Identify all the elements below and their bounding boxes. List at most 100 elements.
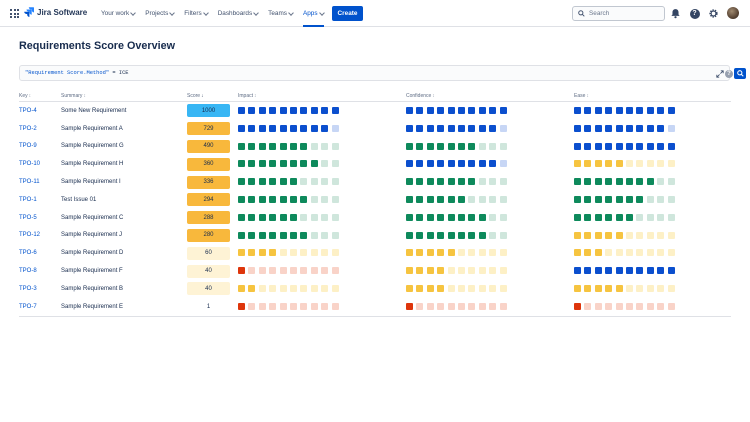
rating-square-filled — [258, 231, 266, 239]
issue-key-link[interactable]: TPO-4 — [19, 107, 37, 114]
issue-key-link[interactable]: TPO-3 — [19, 285, 37, 292]
confidence-rating — [406, 302, 510, 310]
table-row[interactable]: TPO-11 Sample Requirement I 336 — [19, 173, 731, 191]
rating-square-filled — [426, 160, 434, 168]
rating-square-filled — [289, 231, 297, 239]
table-row[interactable]: TPO-2 Sample Requirement A 729 — [19, 120, 731, 138]
rating-square-filled — [426, 284, 434, 292]
score-badge: 729 — [187, 122, 230, 136]
rating-square-filled — [406, 249, 413, 257]
nav-menu-item[interactable]: Apps — [302, 0, 325, 27]
rating-square-filled — [457, 124, 465, 132]
nav-menu-item[interactable]: Teams — [268, 0, 294, 27]
column-header-key[interactable]: Key↕ — [19, 93, 32, 99]
rating-square-filled — [605, 267, 613, 275]
rating-square-filled — [258, 249, 266, 257]
nav-menu-item[interactable]: Your work — [101, 0, 137, 27]
column-header-ease[interactable]: Ease↕ — [574, 93, 589, 99]
ease-rating — [574, 302, 678, 310]
rating-square-empty — [489, 284, 497, 292]
column-header-impact[interactable]: Impact↕ — [238, 93, 257, 99]
nav-menu-item[interactable]: Dashboards — [218, 0, 259, 27]
issue-key-link[interactable]: TPO-6 — [19, 250, 37, 257]
issue-summary[interactable]: Sample Requirement A — [61, 125, 123, 132]
issue-summary[interactable]: Sample Requirement B — [61, 285, 124, 292]
issue-summary[interactable]: Test Issue 01 — [61, 196, 97, 203]
rating-square-filled — [594, 142, 602, 150]
table-row[interactable]: TPO-12 Sample Requirement J 280 — [19, 227, 731, 245]
column-header-score[interactable]: Score↓ — [187, 93, 204, 99]
issue-summary[interactable]: Sample Requirement E — [61, 303, 124, 310]
rating-square-filled — [584, 195, 592, 203]
issue-key-link[interactable]: TPO-11 — [19, 179, 40, 186]
table-row[interactable]: TPO-3 Sample Requirement B 40 — [19, 280, 731, 298]
issue-key-link[interactable]: TPO-1 — [19, 196, 37, 203]
issue-key-link[interactable]: TPO-10 — [19, 161, 41, 168]
column-header-confidence[interactable]: Confidence↕ — [406, 93, 435, 99]
issue-summary[interactable]: Sample Requirement I — [61, 179, 121, 186]
search-input[interactable]: Search — [572, 6, 665, 21]
help-icon[interactable]: ? — [688, 7, 701, 20]
apps-grid-icon[interactable] — [10, 9, 19, 18]
expand-icon[interactable] — [716, 70, 724, 78]
issue-summary[interactable]: Sample Requirement H — [61, 161, 124, 168]
rating-square-empty — [321, 267, 329, 275]
issue-summary[interactable]: Some New Requirement — [61, 107, 127, 114]
rating-square-filled — [657, 142, 665, 150]
create-button[interactable]: Create — [332, 6, 363, 21]
rating-square-filled — [615, 284, 623, 292]
impact-rating — [238, 302, 342, 310]
nav-menu-label: Apps — [302, 10, 318, 17]
rating-square-empty — [331, 195, 339, 203]
issue-key-link[interactable]: TPO-7 — [19, 303, 37, 310]
issue-key-link[interactable]: TPO-5 — [19, 214, 37, 221]
rating-square-filled — [248, 213, 256, 221]
issue-summary[interactable]: Sample Requirement G — [61, 143, 124, 150]
avatar[interactable] — [727, 7, 739, 19]
rating-square-empty — [636, 284, 644, 292]
rating-square-filled — [258, 178, 266, 186]
ease-rating — [574, 249, 678, 257]
run-query-button[interactable] — [734, 68, 746, 79]
table-row[interactable]: TPO-5 Sample Requirement C 288 — [19, 209, 731, 227]
issue-summary[interactable]: Sample Requirement F — [61, 268, 123, 275]
issue-key-link[interactable]: TPO-9 — [19, 143, 37, 150]
column-header-summary[interactable]: Summary↕ — [61, 93, 86, 99]
rating-square-filled — [289, 107, 297, 114]
ease-rating — [574, 107, 678, 114]
table-row[interactable]: TPO-8 Sample Requirement F 40 — [19, 262, 731, 280]
issue-summary[interactable]: Sample Requirement C — [61, 214, 124, 221]
rating-square-filled — [625, 178, 633, 186]
rating-square-filled — [457, 160, 465, 168]
issue-key-link[interactable]: TPO-12 — [19, 232, 41, 239]
table-row[interactable]: TPO-10 Sample Requirement H 360 — [19, 155, 731, 173]
jira-logo[interactable]: Jira Software — [24, 7, 87, 17]
query-help-icon[interactable]: ? — [725, 70, 733, 78]
rating-square-filled — [468, 124, 476, 132]
table-row[interactable]: TPO-4 Some New Requirement 1000 — [19, 102, 731, 120]
rating-square-empty — [646, 195, 654, 203]
nav-menu-item[interactable]: Projects — [145, 0, 176, 27]
issue-summary[interactable]: Sample Requirement D — [61, 250, 124, 257]
table-row[interactable]: TPO-6 Sample Requirement D 60 — [19, 244, 731, 262]
issue-key-link[interactable]: TPO-2 — [19, 125, 37, 132]
rating-square-filled — [238, 213, 245, 221]
notifications-icon[interactable] — [669, 7, 682, 20]
rating-square-filled — [406, 195, 413, 203]
rating-square-filled — [447, 249, 455, 257]
rating-square-empty — [489, 195, 497, 203]
issue-key-link[interactable]: TPO-8 — [19, 268, 37, 275]
rating-square-empty — [321, 195, 329, 203]
settings-icon[interactable] — [707, 7, 720, 20]
jql-query-input[interactable]: "Requirement Score.Method" = ICE ? — [19, 65, 746, 81]
rating-square-filled — [478, 213, 486, 221]
nav-menu-item[interactable]: Filters — [184, 0, 209, 27]
rating-square-filled — [478, 231, 486, 239]
rating-square-empty — [457, 249, 465, 257]
table-row[interactable]: TPO-9 Sample Requirement G 490 — [19, 138, 731, 156]
issue-summary[interactable]: Sample Requirement J — [61, 232, 123, 239]
rating-square-empty — [279, 267, 287, 275]
table-row[interactable]: TPO-1 Test Issue 01 294 — [19, 191, 731, 209]
table-row[interactable]: TPO-7 Sample Requirement E 1 — [19, 298, 731, 316]
rating-square-filled — [279, 195, 287, 203]
